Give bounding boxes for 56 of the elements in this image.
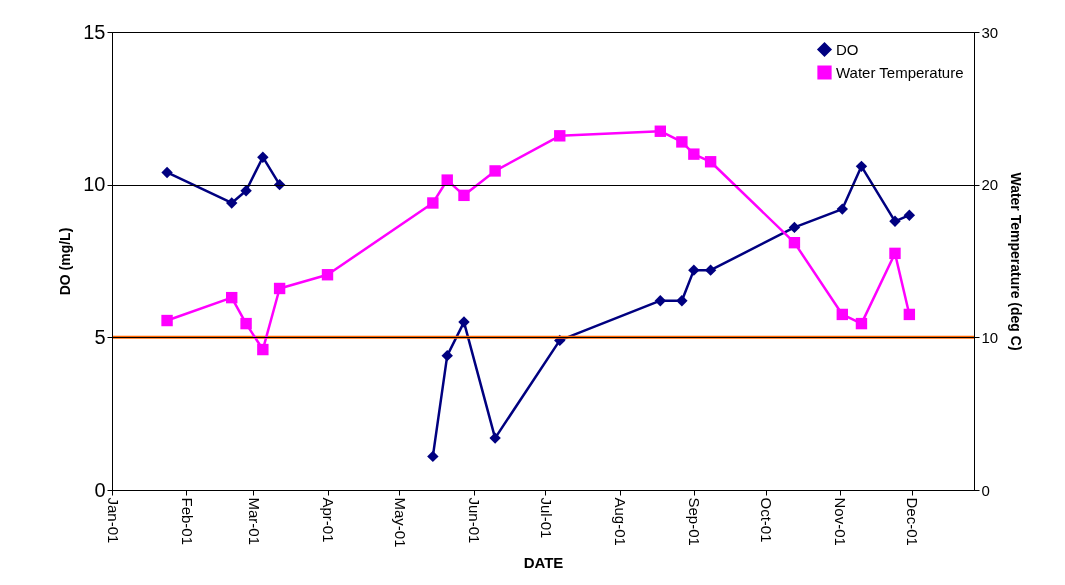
point bbox=[836, 308, 849, 321]
x-tick-label: Dec-01 bbox=[904, 497, 922, 546]
point bbox=[903, 308, 916, 321]
point bbox=[788, 221, 801, 234]
y2-tick-label: 20 bbox=[981, 176, 999, 194]
y-tick-label: 0 bbox=[94, 478, 106, 501]
legend-label: DO bbox=[836, 40, 859, 58]
point bbox=[257, 343, 269, 356]
point bbox=[654, 125, 667, 137]
x-tick-label: May-01 bbox=[391, 497, 409, 548]
x-tick-label: Apr-01 bbox=[320, 497, 337, 543]
point bbox=[889, 215, 901, 228]
point bbox=[855, 160, 868, 173]
point bbox=[273, 282, 286, 295]
point bbox=[489, 165, 501, 177]
x-tick-label: Aug-01 bbox=[612, 497, 630, 546]
x-axis-title: DATE bbox=[523, 553, 564, 571]
point bbox=[458, 189, 470, 202]
point bbox=[855, 317, 868, 330]
y-tick-label: 15 bbox=[83, 20, 106, 43]
point bbox=[654, 294, 667, 307]
y2-tick-label: 30 bbox=[981, 23, 999, 41]
point bbox=[903, 209, 916, 221]
point bbox=[441, 349, 453, 362]
x-tick-label: Jul-01 bbox=[537, 497, 555, 539]
point bbox=[489, 432, 501, 444]
x-tick-label: Feb-01 bbox=[178, 497, 196, 546]
x-tick-label: Jan-01 bbox=[104, 497, 122, 544]
y-tick-label: 10 bbox=[83, 173, 106, 196]
y2-tick-label: 0 bbox=[981, 481, 990, 499]
y2-tick-label: 10 bbox=[981, 328, 999, 346]
point bbox=[788, 236, 801, 249]
point bbox=[688, 148, 700, 160]
point bbox=[704, 156, 717, 168]
point bbox=[676, 136, 688, 148]
point bbox=[836, 203, 849, 215]
point bbox=[688, 264, 700, 276]
point bbox=[554, 130, 566, 142]
y2-axis-title: Water Temperature (deg C) bbox=[1008, 172, 1025, 351]
point bbox=[889, 247, 901, 260]
y-tick-label: 5 bbox=[94, 325, 106, 348]
x-tick-label: Nov-01 bbox=[832, 497, 850, 546]
point bbox=[427, 450, 439, 463]
point bbox=[704, 264, 717, 276]
x-tick-label: Mar-01 bbox=[245, 497, 263, 546]
legend-label: Water Temperature bbox=[836, 63, 964, 81]
x-tick-label: Oct-01 bbox=[758, 497, 776, 543]
x-tick-label: Jun-01 bbox=[466, 497, 484, 544]
point bbox=[676, 294, 688, 307]
y-axis-title: DO (mg/L) bbox=[57, 227, 74, 296]
point bbox=[458, 316, 470, 328]
point bbox=[321, 269, 334, 281]
point bbox=[427, 197, 439, 209]
point bbox=[257, 151, 269, 163]
point bbox=[441, 174, 453, 186]
x-tick-label: Sep-01 bbox=[686, 497, 704, 546]
